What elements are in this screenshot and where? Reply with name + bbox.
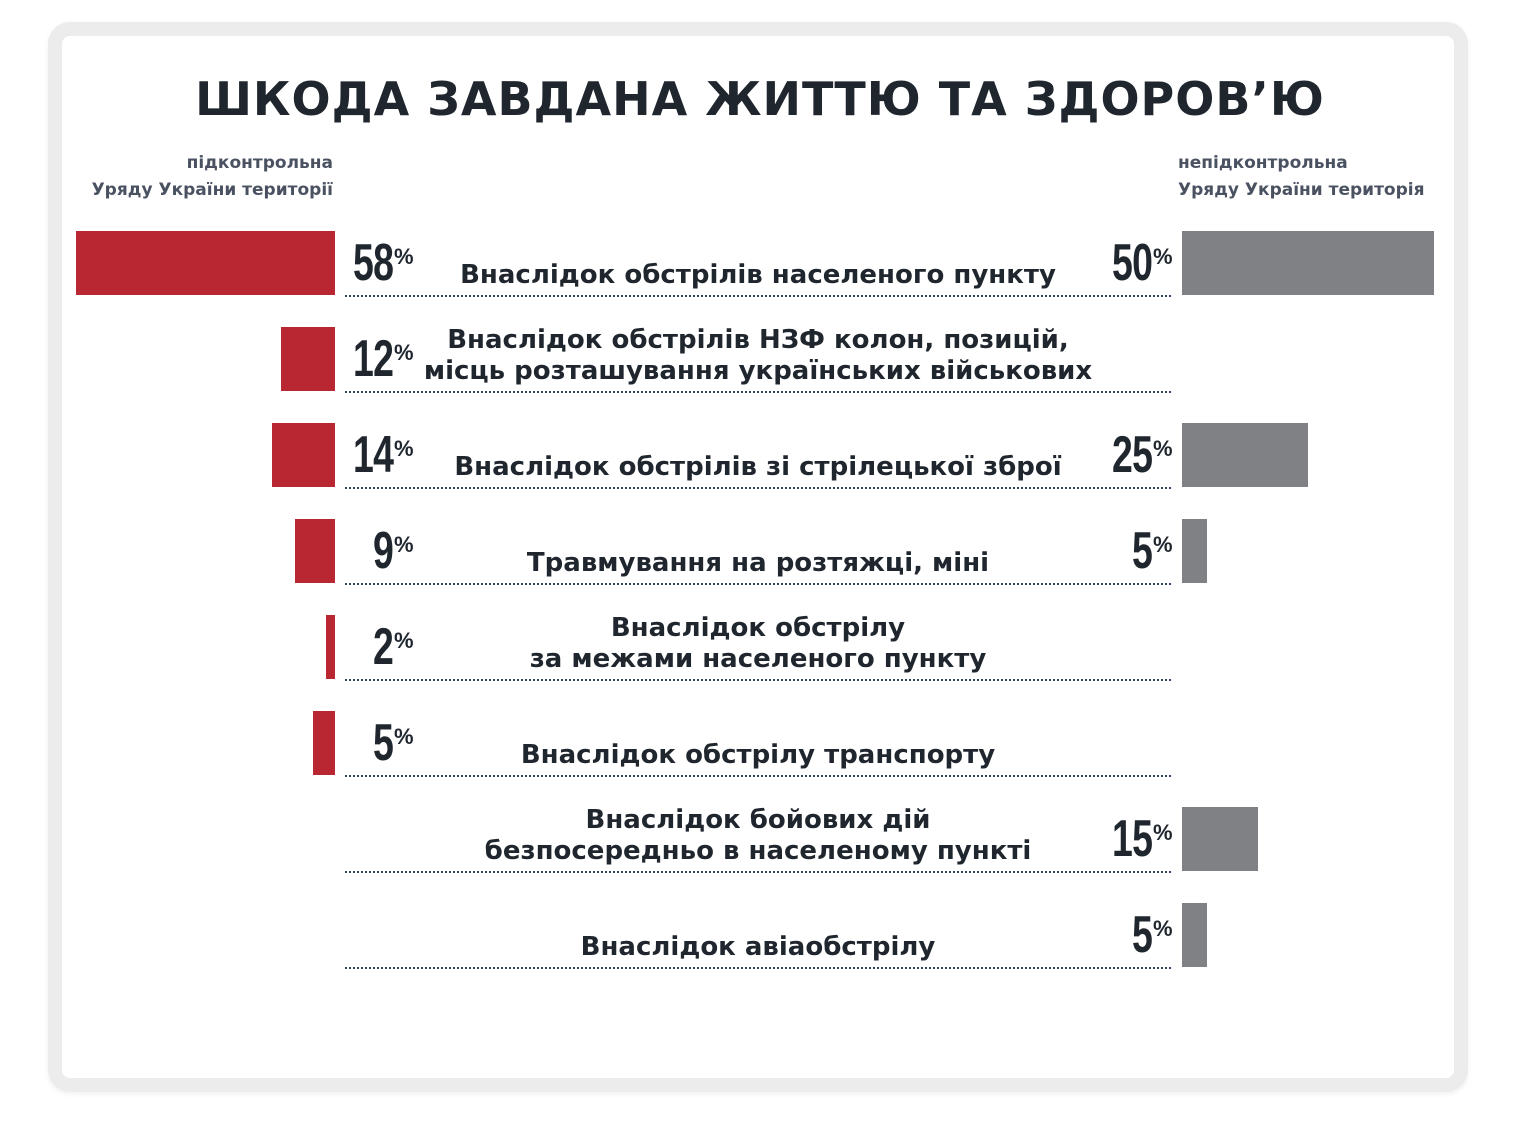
bar-left [75,231,335,295]
chart-title: ШКОДА ЗАВДАНА ЖИТТЮ ТА ЗДОРОВ’Ю [195,72,1325,126]
row-divider [345,391,1171,393]
bar-left [294,519,335,583]
category-label-line: Внаслідок обстрілів зі стрілецької зброї [454,452,1062,482]
row-divider [345,871,1171,873]
value-label-right: 15% [1111,810,1173,868]
category-label-line: Внаслідок обстрілу [610,613,906,643]
row-divider [345,583,1171,585]
value-label-right: 25% [1111,426,1173,484]
bar-right [1182,519,1208,583]
category-label-line: Внаслідок авіаобстрілу [580,932,936,962]
row-divider [345,295,1171,297]
value-label-left: 9% [372,522,414,580]
bar-right [1182,903,1208,967]
legend-left: підконтрольна Уряду України території [92,150,333,204]
value-label-left: 2% [372,618,414,676]
category-label: Внаслідок бойових дій безпосередньо в нас… [345,805,1171,867]
category-label: Травмування на розтяжці, міні [345,548,1171,579]
category-label-line: безпосередньо в населеному пункті [484,836,1032,866]
category-label-line: Травмування на розтяжці, міні [526,548,990,578]
value-label-left: 14% [352,426,414,484]
value-label-left: 12% [352,330,414,388]
category-label-line: місць розташування українських військови… [423,356,1093,386]
legend-right-line2: Уряду України територія [1178,180,1425,200]
row-divider [345,967,1171,969]
category-label: Внаслідок обстрілів населеного пункту [345,260,1171,291]
category-label-line: Внаслідок обстрілів НЗФ колон, позицій, [447,325,1069,355]
category-label: Внаслідок обстрілів НЗФ колон, позицій, м… [345,325,1171,387]
bar-left [281,327,335,391]
category-label-line: Внаслідок обстрілів населеного пункту [460,260,1056,290]
row-divider [345,775,1171,777]
bar-left [326,615,335,679]
bar-left [312,711,335,775]
bar-right [1182,231,1434,295]
legend-left-line1: підконтрольна [186,153,333,173]
category-label: Внаслідок обстрілів зі стрілецької зброї [345,452,1171,483]
value-label-left: 58% [352,234,414,292]
category-label: Внаслідок обстрілу транспорту [345,740,1171,771]
bar-right [1182,807,1258,871]
panel [62,36,1454,1078]
value-label-left: 5% [372,714,414,772]
value-label-right: 5% [1131,906,1173,964]
row-divider [345,487,1171,489]
category-label-line: Внаслідок обстрілу транспорту [520,740,996,770]
bar-right [1182,423,1308,487]
value-label-right: 5% [1131,522,1173,580]
legend-right-line1: непідконтрольна [1178,153,1348,173]
legend-right: непідконтрольна Уряду України територія [1178,150,1425,204]
category-label: Внаслідок обстрілу за межами населеного п… [345,613,1171,675]
category-label: Внаслідок авіаобстрілу [345,932,1171,963]
category-label-line: Внаслідок бойових дій [585,805,931,835]
bar-left [272,423,335,487]
category-label-line: за межами населеного пункту [529,644,987,674]
value-label-right: 50% [1111,234,1173,292]
row-divider [345,679,1171,681]
legend-left-line2: Уряду України території [91,180,333,200]
